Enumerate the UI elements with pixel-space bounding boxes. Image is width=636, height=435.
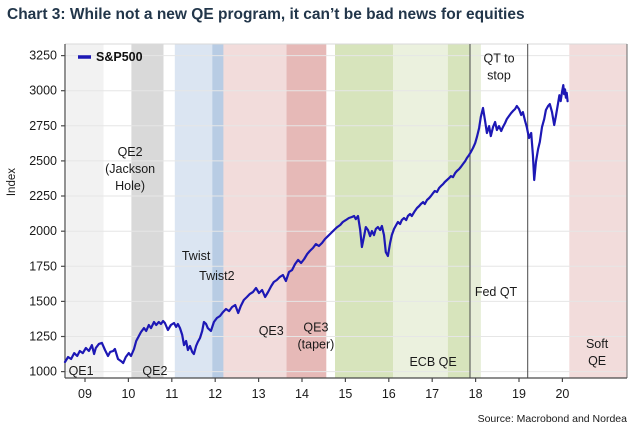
ecb-qe-band-2 — [393, 44, 448, 378]
y-tick-label: 2500 — [29, 154, 57, 168]
y-tick-label: 1750 — [29, 259, 57, 273]
twist2-band — [212, 44, 224, 378]
x-tick-label: 11 — [165, 387, 178, 401]
y-tick-label: 3250 — [29, 49, 57, 63]
twist-label: Twist — [182, 249, 211, 263]
source-note: Source: Macrobond and Nordea — [477, 413, 627, 425]
x-tick-label: 18 — [469, 387, 483, 401]
qe3-band — [223, 44, 287, 378]
x-tick-label: 13 — [252, 387, 266, 401]
x-tick-label: 20 — [555, 387, 569, 401]
y-tick-label: 2750 — [29, 119, 57, 133]
chart-title: Chart 3: While not a new QE program, it … — [7, 6, 525, 23]
legend-label: S&P500 — [96, 50, 143, 64]
ecb-qe-band-4 — [470, 44, 481, 378]
ecb-qe-band-3 — [447, 44, 470, 378]
qe3-label: QE3 — [259, 324, 284, 338]
x-tick-label: 16 — [382, 387, 396, 401]
y-tick-label: 2000 — [29, 224, 57, 238]
x-tick-label: 10 — [121, 387, 135, 401]
qe1-label: QE1 — [69, 364, 94, 378]
soft-qe-label: Soft QE — [586, 337, 609, 368]
x-tick-label: 15 — [338, 387, 352, 401]
x-tick-label: 12 — [208, 387, 222, 401]
qe1-band — [66, 44, 104, 378]
qe2-jackson-hole-label: QE2 (Jackson Hole) — [105, 145, 155, 193]
x-tick-label: 09 — [78, 387, 92, 401]
soft-qe-band — [569, 44, 627, 378]
x-tick-label: 14 — [295, 387, 309, 401]
y-tick-label: 2250 — [29, 189, 57, 203]
qe3-taper-label: QE3 (taper) — [297, 321, 334, 352]
fed-qt-label: Fed QT — [475, 285, 518, 299]
twist2-label: Twist2 — [199, 269, 234, 283]
x-tick-label: 17 — [425, 387, 439, 401]
qe3-taper-band — [286, 44, 327, 378]
ecb-qe-label: ECB QE — [409, 355, 456, 369]
sp500-line — [63, 83, 569, 365]
qe2-label: QE2 — [142, 364, 167, 378]
y-tick-label: 3000 — [29, 84, 57, 98]
qt-to-stop-label: QT to stop — [483, 52, 514, 83]
y-tick-label: 1500 — [29, 294, 57, 308]
x-tick-label: 19 — [512, 387, 526, 401]
y-tick-label: 1250 — [29, 330, 57, 344]
y-tick-label: 1000 — [29, 365, 57, 379]
ecb-qe-band-1 — [335, 44, 394, 378]
